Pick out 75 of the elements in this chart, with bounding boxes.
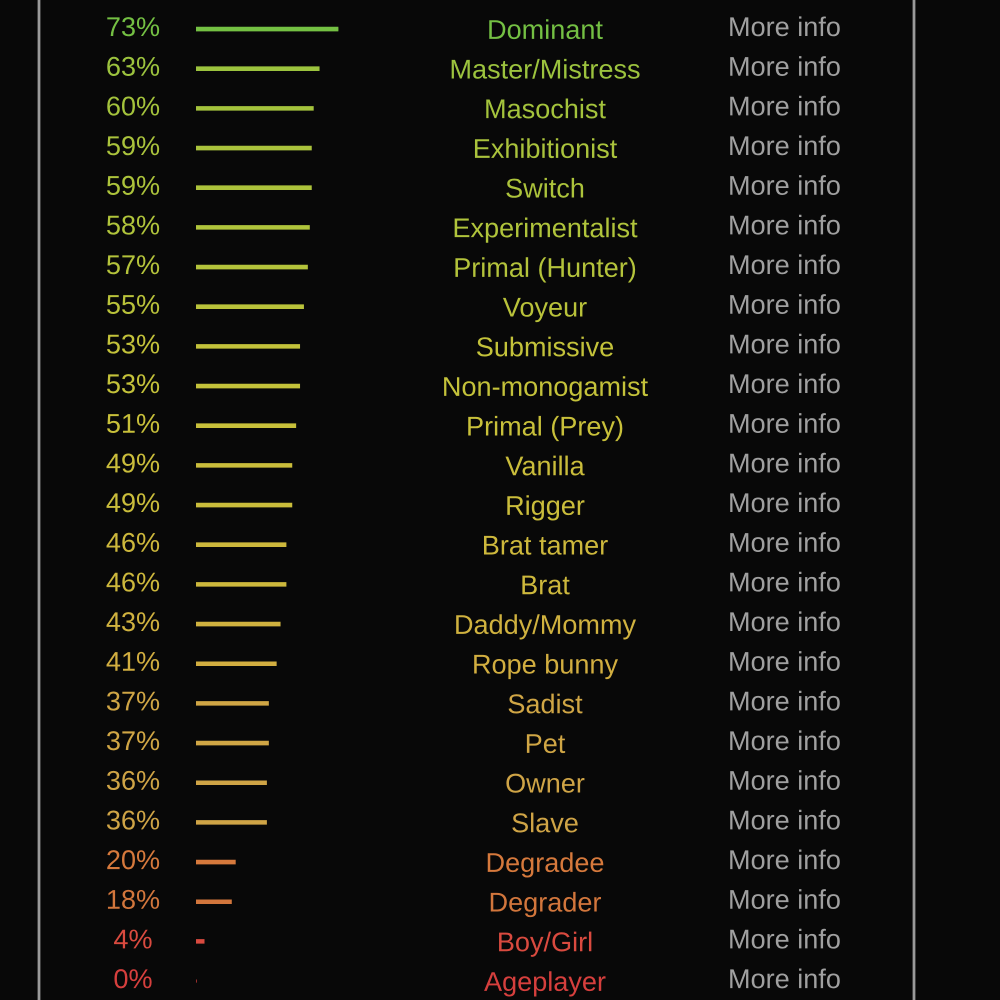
y-tick-label: Boy/Girl	[499, 932, 592, 957]
text: More info	[730, 16, 840, 36]
data-label: 41%	[106, 652, 160, 671]
text: More info	[730, 294, 840, 314]
data-label: 4%	[114, 930, 152, 949]
text: More info	[730, 730, 840, 750]
text: More info	[730, 452, 840, 473]
y-tick-label: Degrader	[490, 892, 602, 918]
y-tick-label: Master/Mistress	[452, 58, 640, 79]
y-tick-label: Primal (Prey)	[468, 416, 622, 442]
y-tick-label: Masochist	[486, 98, 606, 118]
y-tick-label: Rigger	[507, 495, 584, 520]
y-tick-label: Brat	[522, 576, 570, 594]
y-tick-label: Vanilla	[505, 456, 585, 476]
data-label: 0%	[114, 969, 152, 988]
text: More info	[730, 373, 840, 394]
data-label: 18%	[108, 890, 160, 909]
text: More info	[730, 611, 840, 632]
y-tick-label: Submissive	[477, 336, 614, 356]
data-label: 49%	[106, 453, 160, 473]
y-tick-label: Dominant	[489, 19, 603, 40]
y-tick-label: Pet	[526, 734, 566, 754]
data-label: 53%	[106, 334, 160, 354]
y-tick-label: Degradee	[488, 852, 604, 878]
text: More info	[730, 810, 840, 830]
y-tick-label: Ageplayer	[484, 971, 606, 996]
data-label: 36%	[106, 770, 160, 790]
text: More info	[730, 849, 840, 870]
text: More info	[730, 928, 840, 949]
data-label: 43%	[106, 612, 160, 632]
y-tick-label: Brat tamer	[484, 536, 608, 555]
y-tick-label: Sadist	[508, 694, 582, 714]
data-label: 73%	[107, 17, 160, 36]
text: More info	[730, 572, 840, 592]
text: More info	[730, 968, 840, 988]
text: More info	[730, 532, 840, 552]
text: More info	[730, 651, 840, 671]
y-tick-label: Switch	[506, 178, 584, 198]
data-label: 20%	[107, 850, 160, 870]
data-label: 37%	[106, 691, 160, 711]
text: More info	[730, 770, 840, 790]
data-label: 63%	[107, 56, 160, 76]
data-label: 51%	[106, 414, 160, 433]
text: More info	[730, 175, 840, 195]
data-label: 36%	[106, 810, 160, 830]
data-label: 46%	[106, 572, 160, 592]
y-tick-label: Rope bunny	[474, 654, 618, 680]
y-tick-label: Non-monogamist	[444, 376, 648, 402]
text: More info	[730, 214, 840, 235]
y-tick-label: Daddy/Mommy	[456, 614, 636, 640]
y-tick-label: Exhibitionist	[474, 138, 618, 158]
y-tick-label: Voyeur	[502, 298, 587, 322]
data-label: 53%	[106, 374, 160, 394]
data-label: 59%	[106, 136, 160, 156]
data-label: 59%	[106, 176, 160, 195]
text: More info	[730, 254, 840, 274]
y-tick-label: Owner	[506, 774, 584, 793]
y-tick-label: Primal (Hunter)	[455, 257, 636, 282]
text: More info	[730, 135, 840, 156]
data-label: 37%	[106, 731, 160, 750]
text: More info	[730, 56, 840, 76]
data-label: 46%	[106, 532, 160, 552]
text: More info	[730, 96, 840, 116]
text: More info	[730, 492, 840, 512]
y-tick-label: Experimentalist	[454, 218, 638, 243]
text: More info	[730, 413, 840, 433]
data-label: 58%	[106, 215, 160, 235]
y-tick-label: Slave	[512, 812, 578, 832]
text: More info	[730, 334, 840, 354]
data-label: 55%	[106, 294, 160, 314]
data-label: 57%	[106, 255, 160, 274]
data-label: 49%	[106, 493, 160, 512]
text: More info	[730, 690, 840, 711]
text: More info	[730, 889, 840, 909]
data-label: 60%	[107, 96, 160, 116]
